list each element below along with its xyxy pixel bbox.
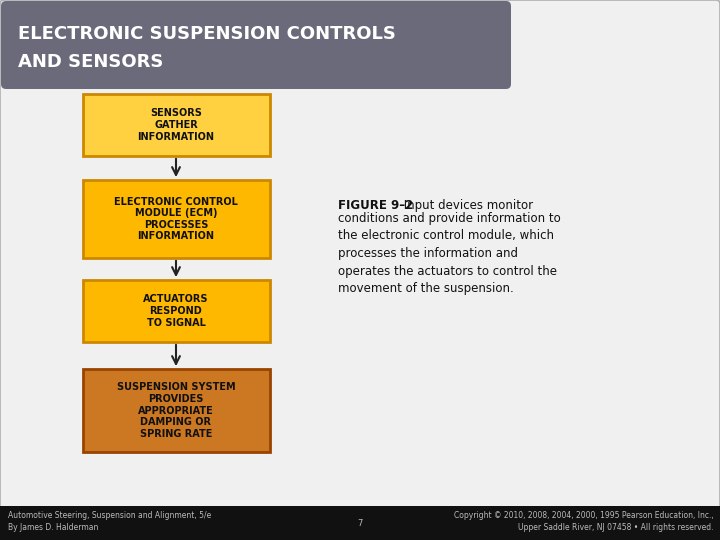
FancyBboxPatch shape — [0, 0, 720, 540]
FancyBboxPatch shape — [83, 94, 270, 156]
Text: Automotive Steering, Suspension and Alignment, 5/e
By James D. Halderman: Automotive Steering, Suspension and Alig… — [8, 511, 211, 532]
Text: SUSPENSION SYSTEM
PROVIDES
APPROPRIATE
DAMPING OR
SPRING RATE: SUSPENSION SYSTEM PROVIDES APPROPRIATE D… — [117, 382, 235, 438]
Text: FIGURE 9–2: FIGURE 9–2 — [338, 199, 413, 212]
Bar — [0, 506, 720, 540]
FancyBboxPatch shape — [83, 369, 270, 452]
Text: ACTUATORS
RESPOND
TO SIGNAL: ACTUATORS RESPOND TO SIGNAL — [143, 294, 209, 328]
Text: SENSORS
GATHER
INFORMATION: SENSORS GATHER INFORMATION — [138, 109, 215, 141]
Text: conditions and provide information to
the electronic control module, which
proce: conditions and provide information to th… — [338, 212, 561, 295]
Text: Input devices monitor: Input devices monitor — [400, 199, 533, 212]
FancyBboxPatch shape — [83, 280, 270, 342]
FancyBboxPatch shape — [1, 1, 511, 89]
Text: AND SENSORS: AND SENSORS — [18, 53, 163, 71]
Text: ELECTRONIC SUSPENSION CONTROLS: ELECTRONIC SUSPENSION CONTROLS — [18, 25, 396, 43]
Text: ELECTRONIC CONTROL
MODULE (ECM)
PROCESSES
INFORMATION: ELECTRONIC CONTROL MODULE (ECM) PROCESSE… — [114, 197, 238, 241]
FancyBboxPatch shape — [83, 180, 270, 258]
Text: Copyright © 2010, 2008, 2004, 2000, 1995 Pearson Education, Inc.,
Upper Saddle R: Copyright © 2010, 2008, 2004, 2000, 1995… — [454, 511, 714, 532]
Text: 7: 7 — [357, 518, 363, 528]
